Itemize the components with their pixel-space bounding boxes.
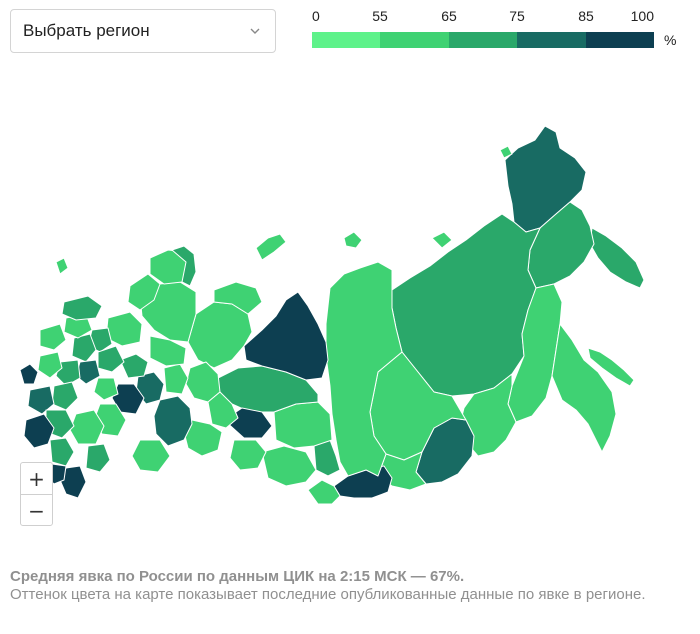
region-nizhny[interactable] bbox=[97, 345, 125, 373]
russia-turnout-map[interactable] bbox=[0, 60, 700, 560]
region-new-siberian[interactable] bbox=[431, 231, 453, 249]
legend-tick: 55 bbox=[372, 8, 388, 24]
region-crimea[interactable] bbox=[19, 363, 39, 385]
legend-swatch bbox=[312, 32, 381, 48]
legend-tick: 100 bbox=[630, 8, 654, 24]
legend-ticks: 0 55 65 75 85 100 bbox=[312, 8, 654, 26]
legend-tick: 65 bbox=[441, 8, 457, 24]
region-voronezh[interactable] bbox=[51, 381, 79, 411]
legend-swatch bbox=[448, 32, 518, 48]
region-wrangel[interactable] bbox=[499, 145, 513, 159]
region-select-label: Выбрать регион bbox=[23, 21, 150, 40]
region-primorye[interactable] bbox=[551, 323, 617, 453]
caption-title: Средняя явка по России по данным ЦИК на … bbox=[10, 568, 465, 585]
legend-swatch bbox=[380, 32, 449, 48]
legend-swatch bbox=[585, 32, 655, 48]
region-omsk[interactable] bbox=[229, 439, 267, 471]
region-karelia-south[interactable] bbox=[127, 273, 161, 311]
region-samara[interactable] bbox=[111, 383, 145, 415]
region-kirov[interactable] bbox=[149, 335, 187, 367]
region-komi[interactable] bbox=[187, 301, 253, 369]
zoom-out-button[interactable]: − bbox=[28, 498, 45, 523]
zoom-in-button[interactable]: + bbox=[21, 463, 52, 495]
region-astrakhan[interactable] bbox=[85, 443, 111, 473]
region-stavropol[interactable] bbox=[49, 437, 75, 467]
region-udmurtia[interactable] bbox=[163, 363, 189, 395]
region-novaya-zemlya[interactable] bbox=[255, 233, 287, 261]
region-select[interactable]: Выбрать регион bbox=[10, 9, 276, 53]
region-nenets[interactable] bbox=[213, 281, 263, 315]
region-altai[interactable] bbox=[307, 479, 341, 505]
region-kamchatka[interactable] bbox=[589, 227, 645, 289]
legend-color-bar bbox=[312, 32, 655, 48]
region-krasnoyarsk[interactable] bbox=[325, 261, 403, 477]
region-pskov[interactable] bbox=[39, 323, 67, 351]
chevron-down-icon bbox=[250, 28, 260, 34]
legend-swatch bbox=[517, 32, 586, 48]
region-kaliningrad[interactable] bbox=[55, 257, 69, 275]
region-bashkortostan[interactable] bbox=[153, 395, 193, 447]
region-sakhalin[interactable] bbox=[587, 347, 635, 387]
region-penza[interactable] bbox=[93, 377, 119, 401]
region-sverdlovsk[interactable] bbox=[207, 391, 239, 429]
map-caption: Средняя явка по России по данным ЦИК на … bbox=[10, 568, 650, 604]
region-khabarovsk[interactable] bbox=[507, 283, 563, 423]
region-mari[interactable] bbox=[119, 353, 149, 379]
turnout-legend: 0 55 65 75 85 100 % bbox=[312, 8, 682, 52]
region-yamal[interactable] bbox=[243, 291, 329, 381]
legend-tick: 75 bbox=[509, 8, 525, 24]
region-kemerovo[interactable] bbox=[313, 439, 341, 477]
caption-text: Оттенок цвета на карте показывает послед… bbox=[10, 586, 646, 603]
zoom-controls: + − bbox=[20, 462, 53, 526]
region-severnaya-zemlya[interactable] bbox=[343, 231, 363, 249]
legend-tick: 85 bbox=[578, 8, 594, 24]
region-karelia[interactable] bbox=[171, 245, 197, 287]
region-belgorod[interactable] bbox=[27, 385, 55, 415]
region-moscow[interactable] bbox=[71, 333, 97, 363]
region-bryansk[interactable] bbox=[37, 351, 63, 379]
region-krasnodar[interactable] bbox=[23, 413, 55, 449]
legend-unit: % bbox=[664, 32, 677, 48]
region-novosibirsk[interactable] bbox=[261, 445, 317, 487]
region-orenburg[interactable] bbox=[131, 439, 171, 473]
region-leningrad[interactable] bbox=[61, 295, 103, 321]
legend-tick: 0 bbox=[312, 8, 320, 24]
